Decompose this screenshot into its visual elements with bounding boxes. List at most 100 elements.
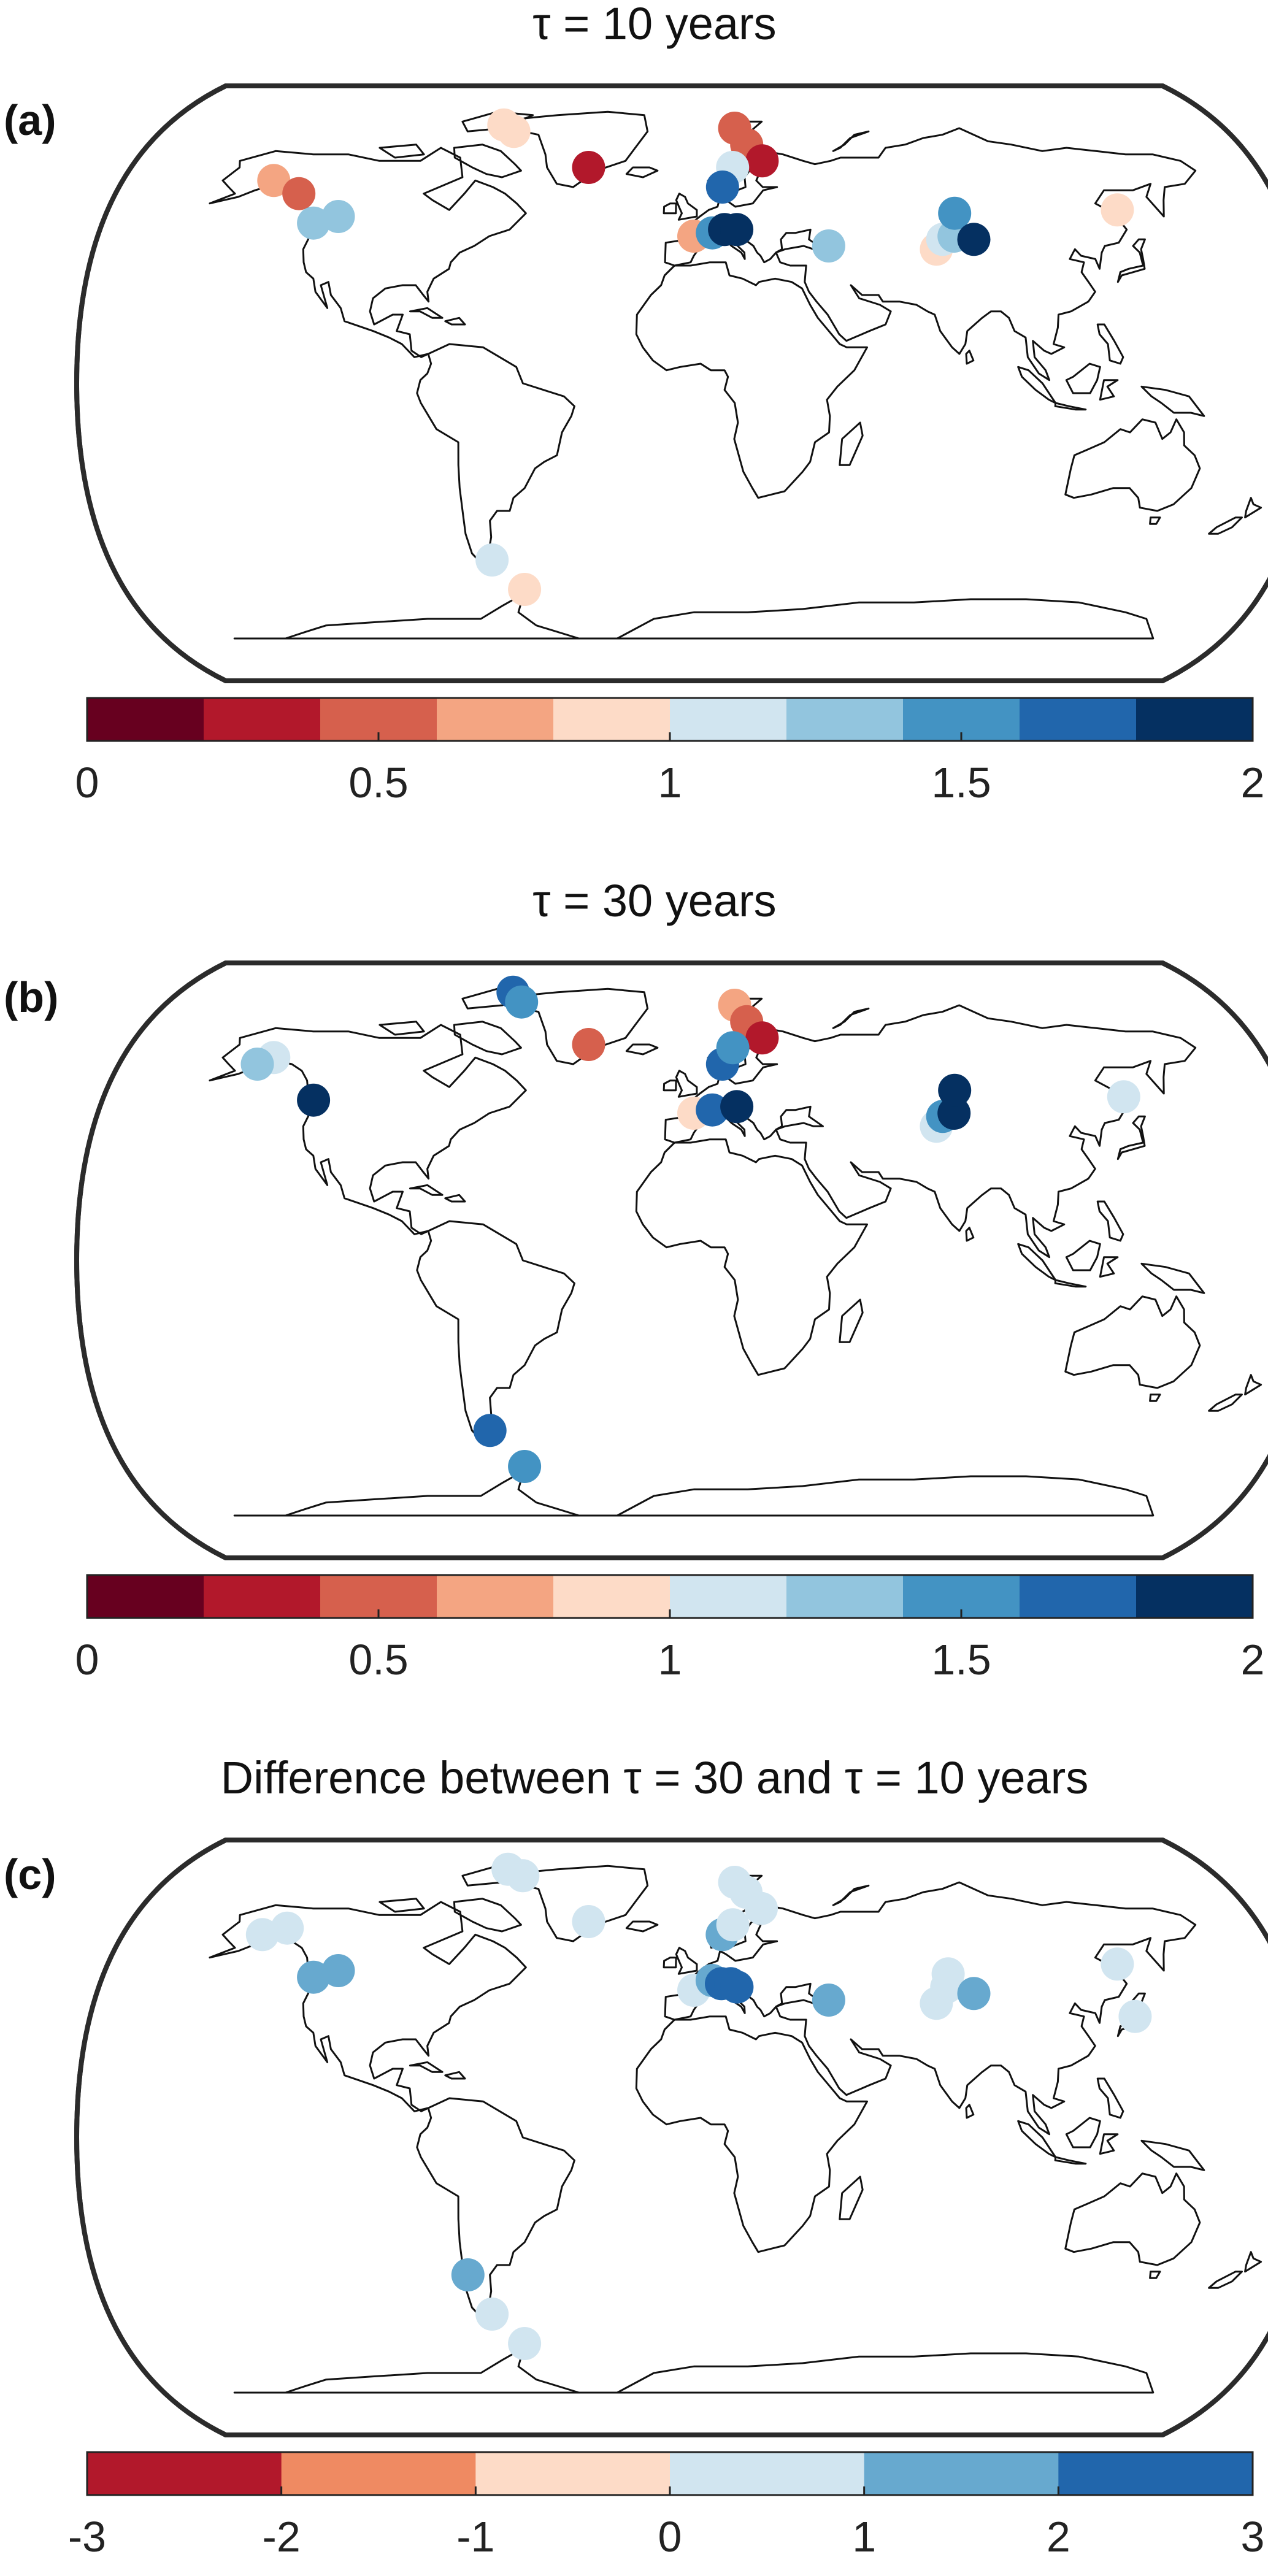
colorbar-segment	[1020, 1575, 1137, 1618]
station-marker	[938, 1073, 972, 1107]
station-marker	[245, 1918, 279, 1952]
station-marker	[508, 1450, 542, 1483]
colorbar-segment	[670, 1575, 787, 1618]
panel-a: τ = 10 years (a) 0 0.5 1 1.5 2	[4, 0, 1268, 807]
colorbar-tick-label: 1.5	[931, 1636, 991, 1684]
station-marker	[508, 2327, 542, 2360]
station-marker	[240, 1048, 274, 1081]
colorbar-tick-label: -3	[68, 2513, 106, 2561]
station-marker	[1101, 1947, 1134, 1981]
colorbar-segment	[204, 1575, 321, 1618]
station-marker	[451, 2258, 485, 2291]
coastline	[1208, 2271, 1243, 2289]
station-marker	[931, 1957, 965, 1991]
station-marker	[508, 573, 542, 606]
station-marker	[475, 543, 509, 577]
colorbar-segment	[1136, 698, 1253, 741]
coastline	[453, 1898, 522, 1933]
colorbar-segment	[1058, 2452, 1253, 2495]
coastline	[1096, 1200, 1124, 1242]
coastline	[625, 1920, 659, 1933]
coastline	[965, 2104, 975, 2119]
coastline	[1116, 1115, 1146, 1160]
station-marker	[572, 1905, 605, 1938]
colorbar-tick-label: 0.5	[348, 759, 408, 807]
coastline	[1017, 366, 1057, 404]
coastline	[1054, 1279, 1087, 1288]
colorbar-tick-label: 3	[1241, 2513, 1265, 2561]
colorbar-tick-label: -2	[263, 2513, 301, 2561]
coastline	[839, 421, 864, 466]
station-marker	[475, 2298, 509, 2331]
colorbar-tick-label: 1	[658, 1636, 682, 1684]
colorbar-tick-label: 1	[852, 2513, 876, 2561]
coastline	[453, 1021, 522, 1056]
coastline	[1065, 2117, 1101, 2149]
station-marker	[321, 200, 355, 233]
coastline	[1096, 323, 1124, 365]
station-marker	[957, 1977, 991, 2011]
coastline	[1099, 2133, 1119, 2155]
colorbar-segment	[204, 698, 321, 741]
coastline	[506, 987, 649, 1065]
colorbar-tick-label: 2	[1241, 1636, 1265, 1684]
colorbar-segment	[87, 698, 204, 741]
station-marker	[745, 1021, 779, 1055]
station-marker	[297, 1960, 331, 1994]
panel-b-title: τ = 30 years	[532, 875, 776, 926]
coastline	[209, 1901, 527, 2112]
station-marker	[497, 115, 531, 148]
station-marker	[572, 1028, 605, 1061]
colorbar-segment	[553, 698, 671, 741]
coastline	[1017, 2120, 1057, 2158]
coastline	[233, 1465, 1155, 1517]
colorbar-segment	[786, 698, 904, 741]
colorbar-tick-label: 2	[1241, 759, 1265, 807]
panel-a-map	[74, 83, 1268, 683]
panel-a-title: τ = 10 years	[532, 0, 776, 49]
station-marker	[812, 229, 845, 263]
station-marker	[505, 985, 539, 1019]
colorbar-tick-label: 0	[658, 2513, 682, 2561]
coastline	[1244, 497, 1262, 519]
coastline	[378, 1021, 425, 1036]
station-marker	[473, 1414, 507, 1447]
station-marker	[938, 196, 972, 230]
coastline	[675, 1070, 698, 1098]
coastline	[1140, 1262, 1205, 1294]
colorbar-tick-label: 1	[658, 759, 682, 807]
coastline	[444, 316, 466, 326]
station-marker	[716, 1031, 750, 1065]
coastline	[416, 2097, 575, 2318]
coastline	[1017, 1243, 1057, 1281]
coastline	[625, 166, 659, 178]
colorbar-segment	[437, 1575, 554, 1618]
colorbar-segment	[670, 698, 787, 741]
coastline	[1099, 379, 1119, 401]
coastline	[409, 2061, 444, 2073]
coastline	[506, 1865, 649, 1942]
panel-c-title: Difference between τ = 30 and τ = 10 yea…	[221, 1752, 1089, 1803]
colorbar-tick-label: -1	[456, 2513, 494, 2561]
coastline	[1116, 238, 1146, 283]
station-marker	[812, 1984, 845, 2017]
panel-c-map	[74, 1838, 1268, 2437]
coastline	[444, 1194, 466, 1203]
coastline	[444, 2071, 466, 2080]
station-marker	[705, 171, 739, 204]
coastline	[409, 1184, 444, 1196]
coastline	[409, 307, 444, 319]
station-marker	[297, 206, 331, 240]
map-frame	[74, 83, 1268, 683]
panel-c-colorbar: -3 -2 -1 0 1 2 3	[68, 2451, 1265, 2561]
panel-a-label: (a)	[4, 96, 56, 144]
station-marker	[720, 213, 754, 247]
panel-b-colorbar: 0 0.5 1 1.5 2	[75, 1574, 1265, 1684]
coastline	[965, 350, 975, 365]
station-marker	[720, 1090, 754, 1124]
colorbar-segment	[87, 1575, 204, 1618]
station-marker	[1107, 1080, 1140, 1114]
station-marker	[297, 1083, 331, 1117]
map-border	[74, 1838, 1268, 2437]
